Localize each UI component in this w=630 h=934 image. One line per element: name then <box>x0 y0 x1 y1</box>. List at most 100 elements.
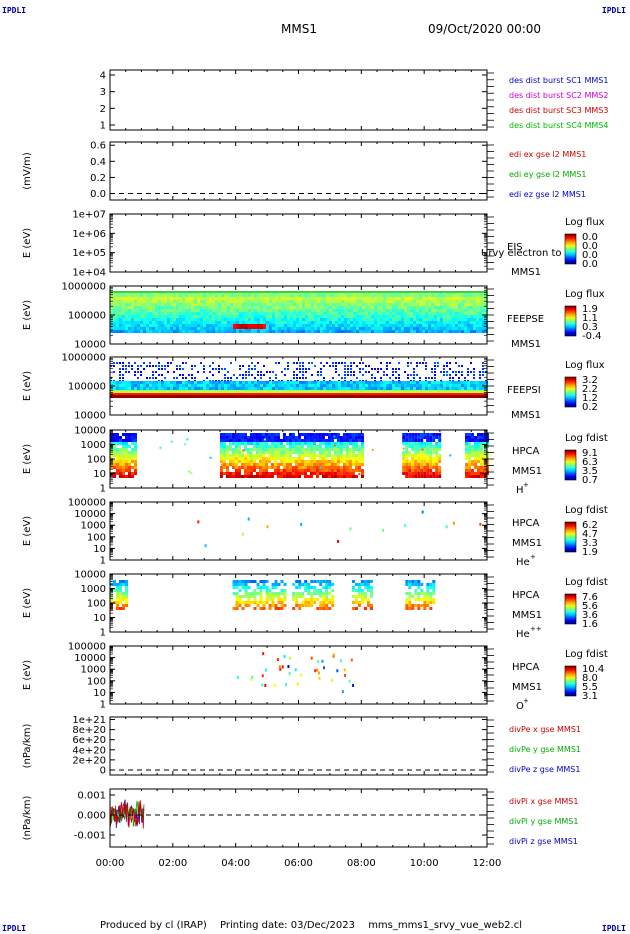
spectrogram-cell <box>240 460 244 463</box>
spectrogram-cell <box>267 472 271 475</box>
spectrogram-cell <box>354 442 358 445</box>
spectrogram-cell <box>365 393 368 395</box>
spectrogram-cell <box>140 312 143 315</box>
spectrogram-cell <box>209 330 212 333</box>
spectrogram-cell <box>212 303 215 306</box>
spectrogram-cell <box>113 466 116 469</box>
spectrogram-cell <box>473 390 476 393</box>
spectrogram-cell <box>188 312 191 315</box>
spectrogram-cell <box>299 303 302 306</box>
y-tick-label: 10000 <box>74 340 106 351</box>
spectrogram-cell <box>408 445 412 448</box>
spectrogram-cell <box>398 374 400 376</box>
spectrogram-cell <box>203 315 206 318</box>
spectrogram-cell <box>401 312 404 315</box>
spectrogram-cell <box>425 387 428 390</box>
spectrogram-cell <box>479 390 482 393</box>
spectrogram-cell <box>486 457 490 460</box>
spectrogram-cell <box>284 297 287 300</box>
spectrogram-cell <box>297 460 301 463</box>
spectrogram-cell <box>473 315 476 318</box>
spectrogram-cell <box>434 395 437 398</box>
spectrogram-cell <box>155 395 158 398</box>
spectrogram-cell <box>419 377 421 379</box>
spectrogram-cell <box>225 448 229 451</box>
spectrogram-cell <box>149 327 152 330</box>
spectrogram-cell <box>465 454 469 457</box>
spectrogram-cell <box>315 466 319 469</box>
spectrogram-cell <box>255 451 259 454</box>
spectrogram-cell <box>398 312 401 315</box>
spectrogram-cell <box>152 309 155 312</box>
spectrogram-cell <box>110 381 113 384</box>
spectrogram-cell <box>344 309 347 312</box>
spectrogram-cell <box>416 327 419 330</box>
spectrogram-cell <box>359 297 362 300</box>
spectrogram-cell <box>122 300 125 303</box>
spectrogram-cell <box>426 472 430 475</box>
spectrogram-cell <box>416 318 419 321</box>
spectrogram-cell <box>302 306 305 309</box>
spectrogram-cell <box>470 324 473 327</box>
spectrogram-cell <box>323 309 326 312</box>
spectrogram-cell <box>209 327 212 330</box>
spectrogram-cell <box>167 300 170 303</box>
spectrogram-cell <box>320 371 322 373</box>
spectrogram-cell <box>224 384 227 387</box>
spectrogram-cell <box>125 442 128 445</box>
spectrogram-cell <box>338 395 341 398</box>
spectrogram-cell <box>251 381 254 384</box>
spectrogram-cell <box>318 445 322 448</box>
spectrogram-cell <box>404 387 407 390</box>
spectrogram-cell <box>320 315 323 318</box>
spectrogram-cell <box>419 324 422 327</box>
spectrogram-cell <box>443 324 446 327</box>
spectrogram-cell <box>290 306 293 309</box>
spectrogram-cell <box>468 463 472 466</box>
spectrogram-cell <box>353 393 356 395</box>
spectrogram-cell <box>329 294 332 297</box>
spectrogram-cell <box>119 436 122 439</box>
spectrogram-cell <box>410 303 413 306</box>
spectrogram-cell <box>437 381 440 384</box>
spectrogram-cell <box>140 390 143 393</box>
spectrogram-cell <box>143 297 146 300</box>
spectrogram-cell <box>458 330 461 333</box>
spectrogram-cell <box>425 395 428 398</box>
spectrogram-cell <box>164 393 167 395</box>
spectrogram-cell <box>134 463 137 466</box>
spectrogram-cell <box>347 297 350 300</box>
spectrogram-cell <box>152 384 155 387</box>
spectrogram-cell <box>258 442 262 445</box>
spectrogram-cell <box>275 377 277 379</box>
spectrogram-cell <box>471 445 475 448</box>
spectrogram-cell <box>288 442 292 445</box>
spectrogram-cell <box>146 297 149 300</box>
y-axis-label: E (eV) <box>22 228 33 258</box>
spectrogram-cell <box>245 377 247 379</box>
spectrogram-cell <box>191 321 194 324</box>
spectrogram-cell <box>219 469 223 472</box>
spectrogram-cell <box>234 457 238 460</box>
spectrogram-cell <box>434 371 436 373</box>
spectrogram-cell <box>353 374 355 376</box>
spectrogram-cell <box>233 300 236 303</box>
spectrogram-cell <box>212 362 214 364</box>
spectrogram-cell <box>440 371 442 373</box>
spectrogram-cell <box>116 448 119 451</box>
spectrogram-cell <box>465 451 469 454</box>
spectrogram-cell <box>275 395 278 398</box>
spectrogram-cell <box>113 365 115 367</box>
spectrogram-cell <box>368 381 371 384</box>
spectrogram-cell <box>242 330 245 333</box>
spectrogram-cell <box>236 390 239 393</box>
spectrogram-cell <box>383 306 386 309</box>
spectrogram-cell <box>360 433 364 436</box>
spectrogram-cell <box>437 330 440 333</box>
spectrogram-cell <box>338 387 341 390</box>
spectrogram-cell <box>218 306 221 309</box>
spectrogram-cell <box>435 454 439 457</box>
spectrogram-cell <box>137 377 139 379</box>
spectrogram-cell <box>167 365 169 367</box>
spectrogram-cell <box>398 330 401 333</box>
